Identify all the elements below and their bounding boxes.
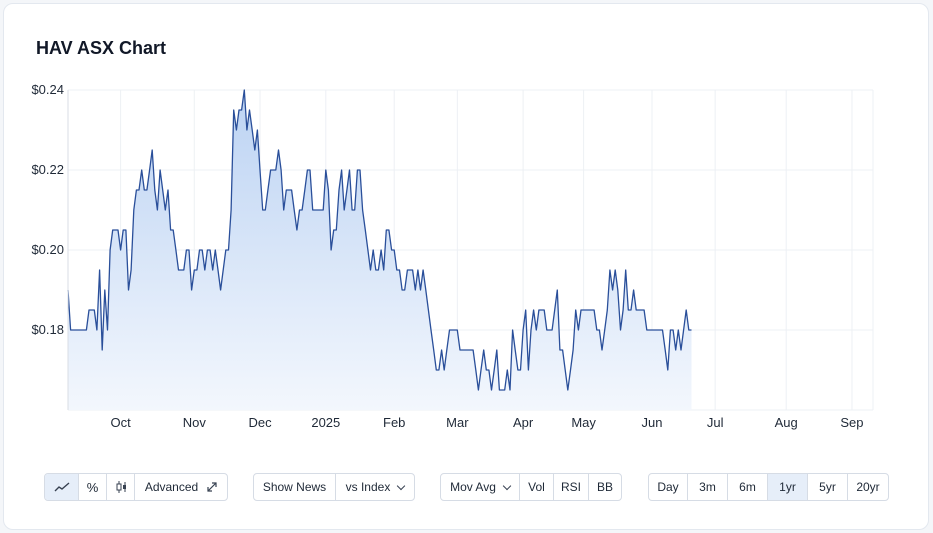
y-tick-label: $0.18 <box>31 322 64 337</box>
x-tick-label: Jul <box>707 415 724 430</box>
rsi-button[interactable]: RSI <box>554 474 589 500</box>
range-20yr-button[interactable]: 20yr <box>856 480 880 494</box>
mov-avg-label: Mov Avg <box>450 480 496 494</box>
chart-title: HAV ASX Chart <box>36 38 167 58</box>
range-5yr-button[interactable]: 5yr <box>808 474 848 500</box>
bb-button[interactable]: BB <box>597 480 614 494</box>
chart-type-toolbar: % Advanced <box>44 473 228 501</box>
y-tick-label: $0.24 <box>31 82 64 97</box>
range-1yr-button[interactable]: 1yr <box>768 474 808 500</box>
y-tick-label: $0.22 <box>31 162 64 177</box>
range-day-button[interactable]: Day <box>649 474 688 500</box>
range-3m-button[interactable]: 3m <box>688 474 728 500</box>
price-line <box>67 89 692 391</box>
x-tick-label: 2025 <box>311 415 340 430</box>
candlestick-icon <box>116 481 126 493</box>
advanced-label: Advanced <box>144 480 199 494</box>
x-tick-label: May <box>571 415 596 430</box>
vol-button[interactable]: Vol <box>520 474 554 500</box>
x-tick-label: Sep <box>840 415 863 430</box>
vs-index-dropdown[interactable]: vs Index <box>336 474 414 500</box>
percent-icon: % <box>86 479 99 495</box>
advanced-button[interactable]: Advanced <box>135 474 227 500</box>
x-tick-label: Oct <box>110 415 131 430</box>
x-tick-label: Jun <box>642 415 663 430</box>
price-area <box>68 90 692 410</box>
chevron-down-icon <box>397 481 406 490</box>
candlestick-button[interactable] <box>107 474 135 500</box>
x-tick-label: Feb <box>383 415 405 430</box>
mov-avg-dropdown[interactable]: Mov Avg <box>441 474 520 500</box>
show-news-button[interactable]: Show News <box>254 474 336 500</box>
x-tick-label: Nov <box>183 415 207 430</box>
line-chart-icon <box>54 482 69 492</box>
percent-button[interactable]: % <box>79 474 107 500</box>
x-tick-label: Dec <box>248 415 272 430</box>
expand-icon <box>207 482 217 492</box>
news-index-toolbar: Show News vs Index <box>253 473 415 501</box>
line-chart-button[interactable] <box>45 474 79 500</box>
price-chart[interactable]: $0.24 $0.22 $0.20 $0.18 Oct Nov Dec 2025 Feb Mar A… <box>0 0 933 470</box>
indicators-toolbar: Mov Avg Vol RSI BB <box>440 473 622 501</box>
chevron-down-icon <box>502 481 512 490</box>
range-toolbar: Day 3m 6m 1yr 5yr 20yr <box>648 473 889 501</box>
x-tick-label: Apr <box>513 415 534 430</box>
y-tick-label: $0.20 <box>31 242 64 257</box>
x-tick-label: Mar <box>446 415 469 430</box>
vs-index-label: vs Index <box>345 480 391 494</box>
x-tick-label: Aug <box>775 415 798 430</box>
range-6m-button[interactable]: 6m <box>728 474 768 500</box>
